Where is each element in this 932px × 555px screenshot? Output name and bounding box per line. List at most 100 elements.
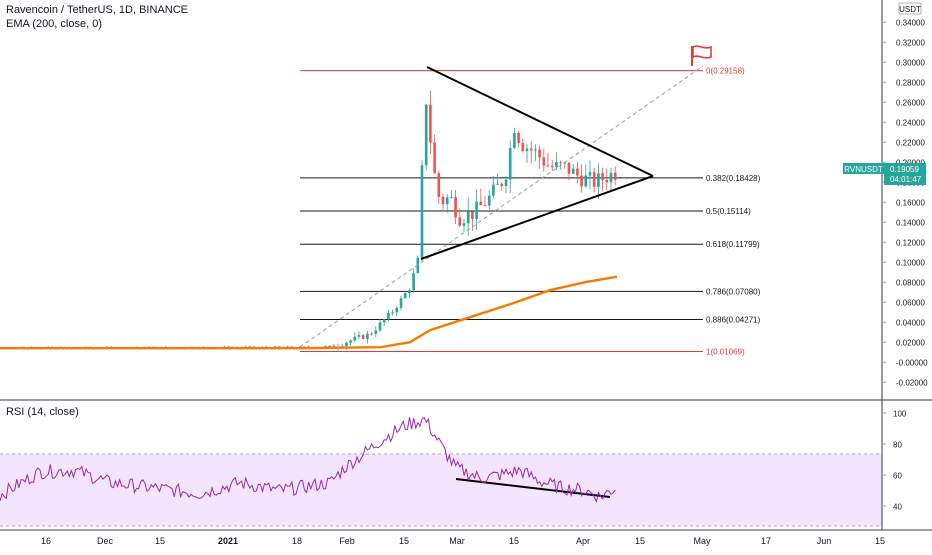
price-tick-label: 0.22000 [896, 139, 925, 148]
time-tick-label: 17 [761, 536, 771, 546]
candle-body [277, 346, 281, 348]
candle-body [399, 298, 403, 308]
candle-body [563, 162, 567, 164]
rsi-tick-label: 40 [893, 503, 902, 512]
rsi-line [0, 416, 616, 503]
candle-body [546, 165, 550, 167]
candle-body [357, 335, 361, 337]
fib-level-label: 0.618(0.11799) [706, 240, 760, 249]
candle-body [391, 312, 394, 314]
candle-body [412, 273, 415, 291]
time-axis[interactable]: 16 Dec 15 2021 18 Feb 15 Mar 15 Apr 15 May 17 Jun 15 [41, 536, 885, 546]
price-tick-label: 0.32000 [896, 39, 925, 48]
candle-body [529, 148, 533, 151]
candle-body [437, 173, 441, 197]
price-tick-label: 0.24000 [896, 119, 925, 128]
candle-body [420, 165, 424, 258]
candle-body [571, 168, 575, 174]
candle-body [387, 313, 390, 320]
time-tick-label: Apr [576, 536, 590, 546]
fib-level-label: 0.786(0.07080) [706, 287, 761, 296]
candle-body [345, 342, 348, 347]
fib-trend-dashed-line[interactable] [299, 65, 704, 348]
candle-body [324, 346, 327, 348]
time-tick-label: Dec [97, 536, 114, 546]
candle-body [454, 197, 457, 218]
candle-body [349, 340, 352, 343]
rsi-tick-label: 80 [893, 441, 902, 450]
ema-indicator-label[interactable]: EMA (200, close, 0) [6, 18, 102, 30]
candle-body [492, 184, 495, 196]
currency-badge[interactable]: USDT [898, 2, 922, 15]
candle-body [534, 149, 537, 151]
candle-body [521, 143, 525, 152]
time-tick-label: Mar [449, 536, 465, 546]
candle-body [496, 183, 499, 185]
time-tick-label: 2021 [218, 536, 238, 546]
candle-body [550, 165, 554, 168]
price-tick-label: 0.34000 [896, 19, 925, 28]
candle-body [487, 195, 491, 206]
candle-body [538, 149, 541, 158]
price-tick-label: -0.00000 [896, 359, 928, 368]
price-tick-label: 0.16000 [896, 199, 925, 208]
candle-body [361, 335, 365, 339]
price-tick-label: 0.08000 [896, 279, 925, 288]
candle-body [525, 148, 529, 152]
candle-body [542, 157, 546, 166]
rsi-axis[interactable]: 40 60 80 100 [882, 410, 907, 512]
fib-level-label: 0.382(0.18428) [706, 174, 761, 183]
time-tick-label: 15 [155, 536, 165, 546]
time-tick-label: 15 [875, 536, 885, 546]
price-axis[interactable]: -0.02000 -0.00000 0.02000 0.04000 0.06000 0.0… [882, 19, 928, 388]
candle-body [613, 172, 617, 180]
candle-body [559, 162, 562, 164]
candle-body [450, 197, 453, 199]
price-tick-label: 0.06000 [896, 299, 925, 308]
price-tick-label: 0.26000 [896, 99, 925, 108]
time-tick-label: Jun [817, 536, 832, 546]
fib-level-label: 0(0.29158) [706, 67, 745, 76]
fibonacci-retracement[interactable]: 0(0.29158) 0.382(0.18428) 0.5(0.15114) 0.61… [300, 67, 761, 357]
time-tick-label: May [693, 536, 711, 546]
candle-body [382, 319, 386, 323]
candle-body [328, 345, 331, 347]
candle-body [576, 168, 579, 176]
fib-level-label: 1(0.01069) [706, 348, 745, 357]
candle-body [403, 293, 407, 299]
price-tick-label: 0.10000 [896, 259, 925, 268]
price-pane[interactable] [0, 0, 882, 400]
price-tick-label: 0.28000 [896, 79, 925, 88]
rsi-tick-label: 60 [893, 472, 902, 481]
candle-body [504, 179, 508, 187]
candle-body [378, 322, 382, 331]
triangle-upper-line[interactable] [426, 66, 654, 177]
candle-body [445, 197, 449, 205]
candle-body [441, 196, 445, 205]
time-tick-label: 18 [292, 536, 302, 546]
triangle-lower-line[interactable] [420, 175, 654, 260]
candle-body [508, 148, 512, 180]
candle-body [555, 162, 558, 168]
time-tick-label: Feb [339, 536, 355, 546]
currency-badge-label: USDT [899, 5, 921, 14]
flag-icon[interactable] [691, 45, 712, 66]
candle-body [513, 132, 516, 149]
last-price-value: 0.19059 [890, 165, 919, 174]
rsi-tick-label: 100 [893, 410, 907, 419]
rsi-indicator-label[interactable]: RSI (14, close) [6, 406, 79, 418]
countdown-value: 04:01:47 [890, 175, 922, 184]
time-tick-label: 15 [635, 536, 645, 546]
candle-body [580, 175, 583, 187]
candle-body [471, 211, 474, 220]
chart-title: Ravencoin / TetherUS, 1D, BINANCE [6, 4, 188, 16]
candle-body [458, 217, 462, 226]
candle-body [370, 333, 373, 335]
candle-body [517, 132, 520, 144]
candle-body [374, 330, 378, 334]
candle-body [597, 173, 600, 187]
price-tick-label: 0.14000 [896, 219, 925, 228]
ema-line [0, 275, 618, 350]
